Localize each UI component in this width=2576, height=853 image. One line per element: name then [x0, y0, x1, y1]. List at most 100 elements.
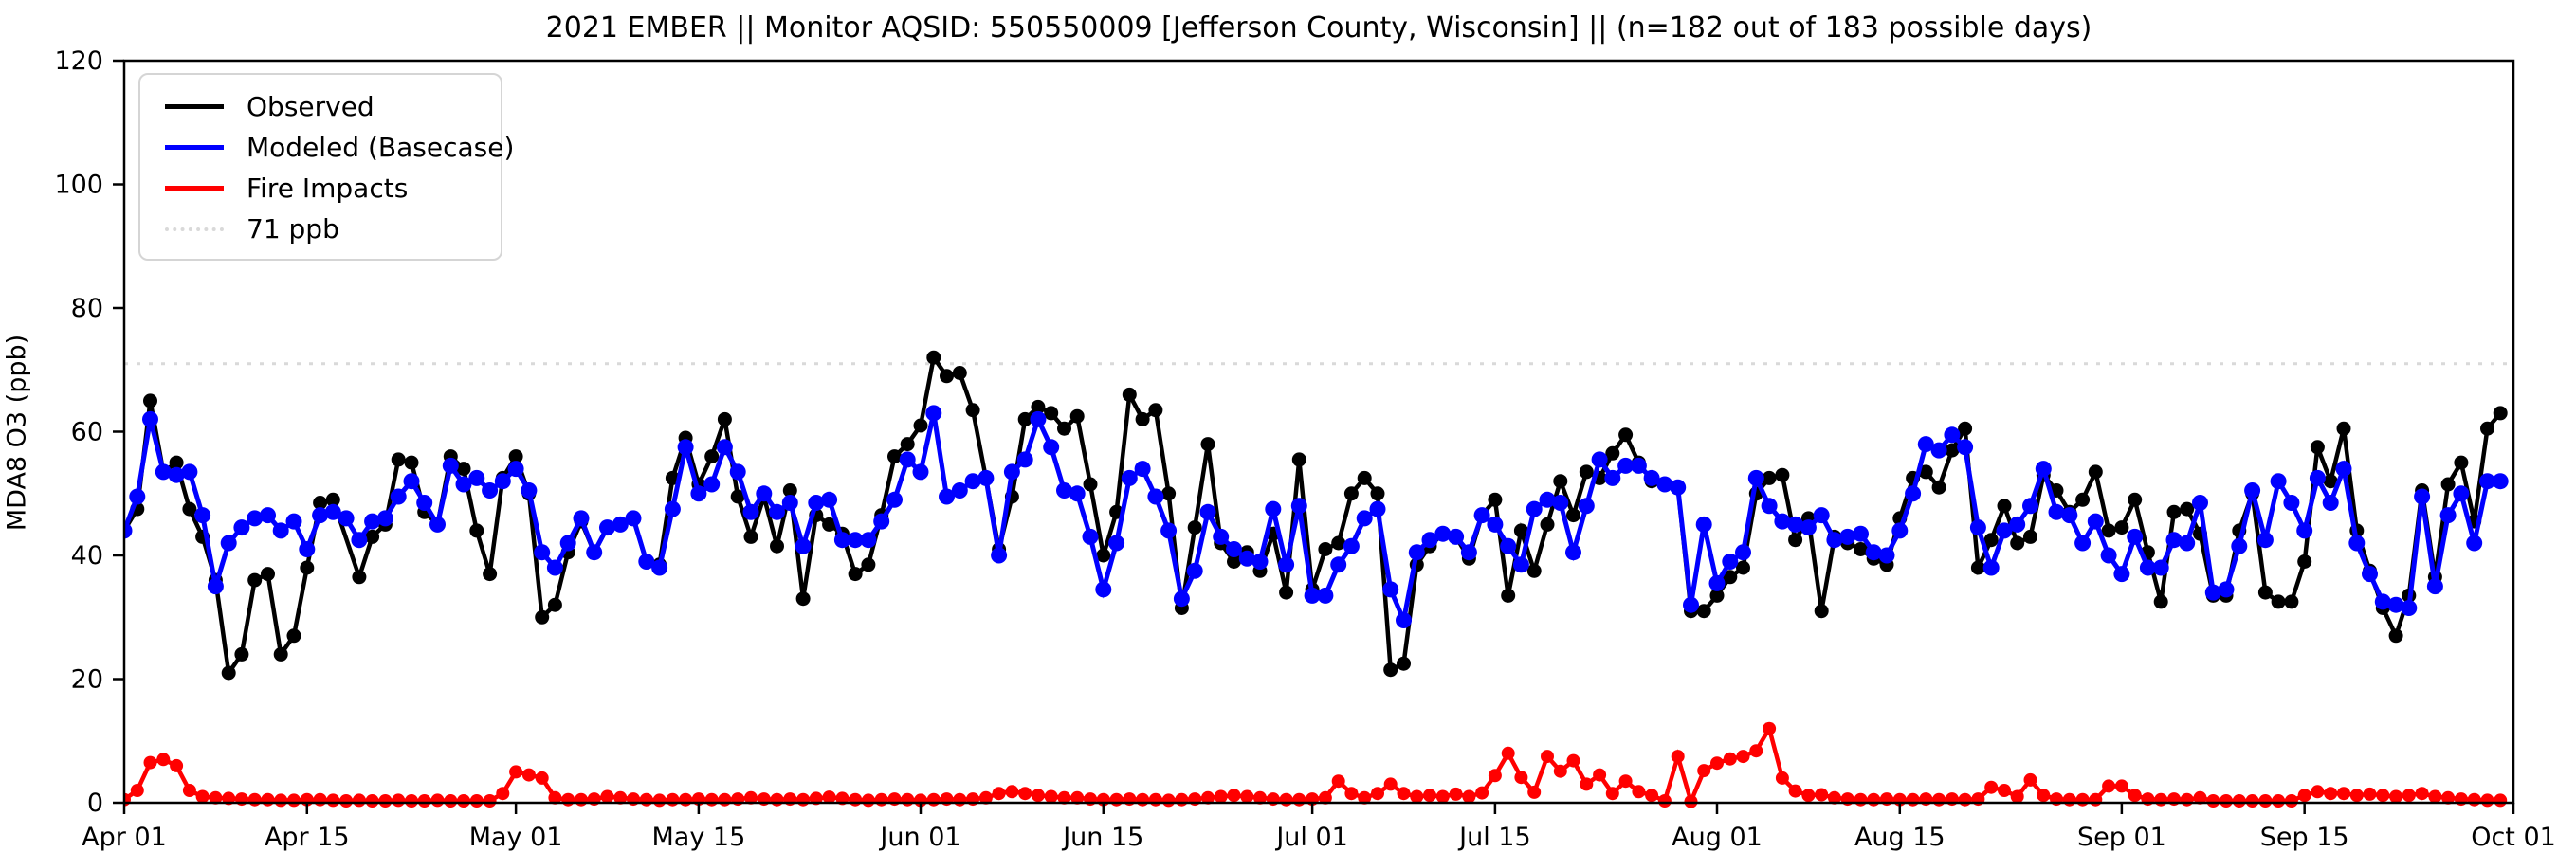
marker	[1630, 457, 1647, 474]
marker	[1878, 547, 1895, 564]
marker	[770, 792, 784, 807]
marker	[1410, 789, 1424, 804]
marker	[873, 513, 890, 530]
marker	[2415, 787, 2429, 801]
marker	[1736, 750, 1750, 764]
marker	[2453, 485, 2470, 502]
y-tick-label: 100	[54, 171, 103, 200]
marker	[573, 510, 590, 527]
marker	[1618, 427, 1634, 443]
marker	[1827, 790, 1841, 805]
marker	[1421, 532, 1438, 549]
marker	[926, 792, 941, 807]
marker	[1186, 562, 1203, 579]
marker	[2256, 532, 2274, 549]
marker	[1095, 581, 1112, 598]
marker	[992, 787, 1006, 801]
marker	[939, 488, 955, 505]
marker	[1891, 522, 1909, 539]
x-tick-label: Jun 01	[878, 823, 960, 852]
marker	[1708, 574, 1726, 591]
marker	[1749, 744, 1763, 758]
x-tick-label: Aug 01	[1672, 823, 1763, 852]
marker	[2311, 785, 2325, 799]
marker	[677, 439, 694, 456]
series-observed	[123, 350, 2508, 681]
x-tick-label: May 15	[652, 823, 746, 852]
marker	[901, 792, 915, 807]
marker	[2152, 559, 2169, 576]
marker	[285, 513, 302, 530]
marker	[1905, 485, 1922, 502]
marker	[704, 792, 719, 807]
marker	[1148, 403, 1163, 418]
marker	[181, 463, 198, 481]
marker	[2336, 421, 2351, 436]
marker	[1539, 491, 1556, 508]
marker	[2192, 495, 2208, 511]
marker	[781, 495, 798, 511]
marker	[1330, 556, 1347, 573]
marker	[1238, 550, 1255, 567]
marker	[1148, 792, 1162, 807]
marker	[1136, 792, 1150, 807]
marker	[1553, 764, 1567, 778]
marker	[403, 473, 420, 490]
marker	[247, 792, 262, 807]
marker	[1984, 780, 1999, 794]
marker	[964, 473, 981, 490]
marker	[1473, 507, 1490, 524]
marker	[365, 529, 380, 544]
marker	[546, 559, 563, 576]
y-tick-label: 0	[87, 789, 103, 818]
marker	[1397, 787, 1411, 801]
marker	[559, 535, 576, 552]
marker	[1501, 588, 1516, 603]
x-tick-label: Sep 15	[2260, 823, 2349, 852]
marker	[1043, 439, 1060, 456]
marker	[1462, 789, 1476, 804]
marker	[507, 461, 524, 478]
marker	[352, 570, 367, 585]
marker	[1331, 774, 1345, 789]
marker	[496, 787, 510, 801]
marker	[2296, 522, 2313, 539]
marker	[378, 794, 393, 808]
marker	[899, 451, 916, 468]
marker	[1683, 596, 1699, 613]
marker	[1279, 792, 1293, 807]
marker	[2087, 513, 2104, 530]
marker	[861, 557, 876, 572]
marker	[535, 771, 549, 785]
marker	[1279, 585, 1294, 600]
marker	[1356, 510, 1373, 527]
marker	[1278, 556, 1295, 573]
marker	[782, 483, 797, 498]
legend-box: Observed Modeled (Basecase) Fire Impacts 71…	[138, 73, 514, 261]
marker	[2102, 779, 2116, 793]
marker	[2114, 520, 2129, 535]
marker	[1918, 464, 1933, 480]
marker	[561, 792, 575, 807]
marker	[978, 790, 993, 805]
marker	[207, 578, 224, 595]
marker	[1645, 789, 1659, 803]
line-fire-impacts	[123, 722, 2501, 808]
marker	[1044, 789, 1058, 804]
marker	[2297, 554, 2312, 569]
marker	[1775, 467, 1790, 482]
marker	[651, 559, 668, 576]
marker	[1201, 790, 1215, 805]
marker	[2480, 421, 2494, 436]
marker	[2309, 469, 2326, 486]
marker	[2009, 516, 2026, 533]
marker	[261, 567, 275, 582]
marker	[1605, 445, 1620, 461]
marker	[2100, 547, 2117, 564]
marker	[2348, 535, 2366, 552]
legend-item-observed: Observed	[140, 86, 501, 127]
marker	[926, 350, 941, 365]
marker	[1096, 548, 1111, 563]
marker	[1057, 421, 1071, 436]
